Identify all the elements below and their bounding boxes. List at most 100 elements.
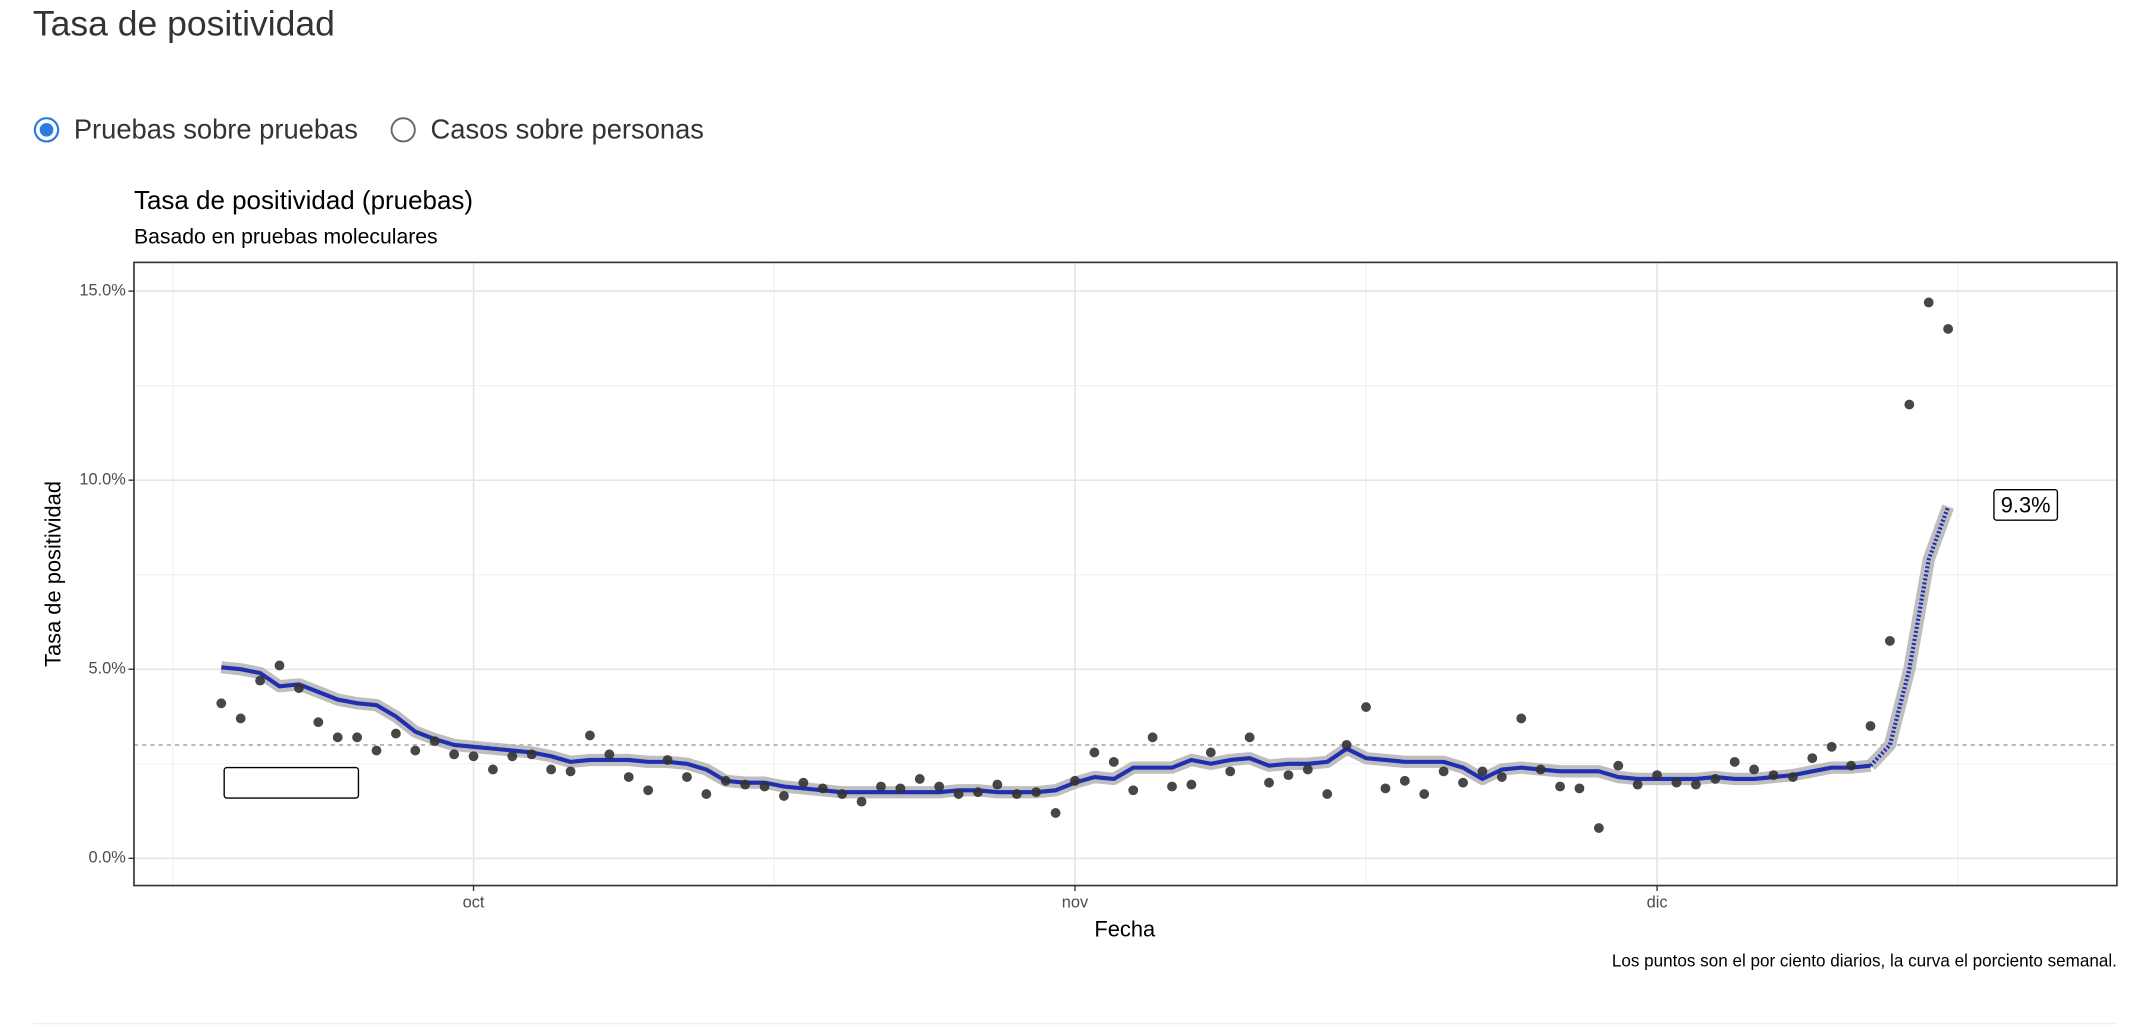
point [546, 764, 557, 775]
radio-option[interactable]: Casos sobre personas [390, 113, 704, 144]
x-axis-label: Fecha [1094, 916, 1156, 941]
point [526, 749, 537, 760]
y-tick-label: 15.0% [79, 281, 125, 299]
point [216, 698, 227, 709]
point [468, 751, 479, 762]
point [1787, 772, 1798, 782]
point [1613, 760, 1624, 771]
point [1322, 789, 1333, 799]
point [1108, 756, 1119, 767]
point [1244, 732, 1255, 743]
radio-label[interactable]: Casos sobre personas [431, 113, 704, 144]
radio-label[interactable]: Pruebas sobre pruebas [74, 113, 358, 144]
point [429, 736, 440, 747]
x-tick-label: dic [1647, 894, 1668, 912]
point [1458, 777, 1468, 788]
point [1147, 732, 1158, 743]
point [1516, 713, 1527, 724]
point [1186, 779, 1197, 790]
point [1380, 783, 1391, 794]
point [953, 789, 964, 799]
point [255, 675, 266, 686]
point [895, 783, 906, 794]
point [1632, 779, 1643, 790]
point [1729, 756, 1740, 767]
point [1671, 777, 1682, 788]
grid: 0.0% 5.0% 10.0% 15.0% oct nov dic [79, 262, 2117, 912]
point [1070, 775, 1080, 786]
point [1050, 808, 1061, 818]
chart-subtitle: Basado en pruebas moleculares [134, 225, 438, 248]
point [1923, 297, 1934, 308]
point [1205, 747, 1216, 758]
radio-option[interactable]: Pruebas sobre pruebas [33, 113, 358, 144]
point [585, 730, 595, 741]
point [992, 779, 1003, 790]
point [1535, 764, 1546, 775]
end-label: 9.3% [2001, 492, 2051, 517]
point [1399, 775, 1410, 786]
point [410, 745, 421, 756]
radio-dot [39, 122, 54, 137]
x-tick-label: nov [1062, 894, 1089, 912]
point [740, 779, 751, 790]
point [973, 787, 983, 798]
point [1264, 777, 1274, 788]
point [274, 660, 285, 671]
confidence-band [1866, 504, 1954, 770]
point [1341, 739, 1352, 750]
point [934, 781, 945, 792]
point [390, 728, 401, 739]
point [1477, 766, 1488, 777]
point [293, 683, 304, 694]
point [1031, 787, 1042, 798]
radio[interactable] [390, 117, 416, 143]
point [798, 777, 809, 788]
point [1438, 766, 1449, 777]
point [332, 732, 343, 743]
point [1496, 772, 1507, 782]
point [1593, 823, 1604, 833]
point [565, 766, 576, 777]
point [1846, 760, 1857, 771]
point [1943, 324, 1954, 334]
point [643, 785, 654, 796]
point [1555, 781, 1565, 792]
point [1167, 781, 1177, 792]
label-box [223, 766, 360, 799]
point [604, 749, 615, 760]
chart-title: Tasa de positividad (pruebas) [134, 185, 473, 215]
point [1011, 789, 1022, 799]
point [1283, 770, 1294, 781]
point [701, 789, 712, 799]
point [837, 789, 848, 799]
confidence-band [220, 661, 1872, 799]
point [682, 772, 692, 782]
y-tick-label: 10.0% [79, 471, 125, 489]
point [1302, 764, 1313, 775]
point [1225, 766, 1236, 777]
point [779, 791, 789, 801]
point [1865, 721, 1876, 731]
point [507, 751, 518, 762]
point [623, 772, 634, 782]
point [1128, 785, 1139, 796]
point [914, 774, 925, 784]
point [759, 781, 770, 792]
point [876, 781, 886, 792]
point [1652, 770, 1662, 781]
point [1807, 753, 1818, 764]
point [1749, 764, 1760, 775]
point [1884, 635, 1895, 646]
point [856, 796, 867, 807]
point [817, 783, 828, 794]
y-tick-label: 5.0% [88, 660, 125, 678]
page-title: Tasa de positividad [33, 3, 335, 43]
point [371, 745, 382, 756]
label-box [1993, 489, 2059, 521]
y-axis-label: Tasa de positividad [40, 481, 65, 667]
point [1089, 747, 1100, 758]
plot: Meta = 3.0%9.3% [133, 297, 2117, 833]
point [1710, 774, 1721, 784]
